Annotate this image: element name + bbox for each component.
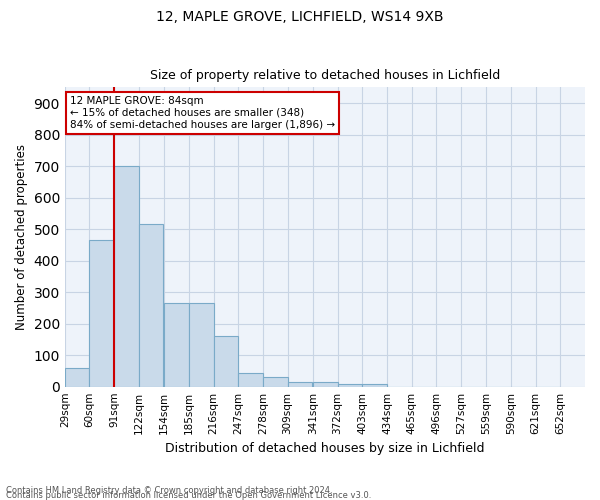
Y-axis label: Number of detached properties: Number of detached properties <box>15 144 28 330</box>
Text: 12, MAPLE GROVE, LICHFIELD, WS14 9XB: 12, MAPLE GROVE, LICHFIELD, WS14 9XB <box>156 10 444 24</box>
Bar <box>139 224 163 386</box>
Bar <box>214 336 238 386</box>
Bar <box>65 368 89 386</box>
Bar <box>164 303 189 386</box>
Bar <box>287 382 312 386</box>
Bar <box>313 382 338 386</box>
Text: Contains HM Land Registry data © Crown copyright and database right 2024.: Contains HM Land Registry data © Crown c… <box>6 486 332 495</box>
Bar <box>362 384 387 386</box>
Text: Contains public sector information licensed under the Open Government Licence v3: Contains public sector information licen… <box>6 491 371 500</box>
Bar <box>189 303 214 386</box>
Bar <box>238 372 263 386</box>
X-axis label: Distribution of detached houses by size in Lichfield: Distribution of detached houses by size … <box>165 442 485 455</box>
Title: Size of property relative to detached houses in Lichfield: Size of property relative to detached ho… <box>150 69 500 82</box>
Bar <box>114 166 139 386</box>
Bar <box>89 240 114 386</box>
Text: 12 MAPLE GROVE: 84sqm
← 15% of detached houses are smaller (348)
84% of semi-det: 12 MAPLE GROVE: 84sqm ← 15% of detached … <box>70 96 335 130</box>
Bar <box>263 377 287 386</box>
Bar <box>338 384 362 386</box>
